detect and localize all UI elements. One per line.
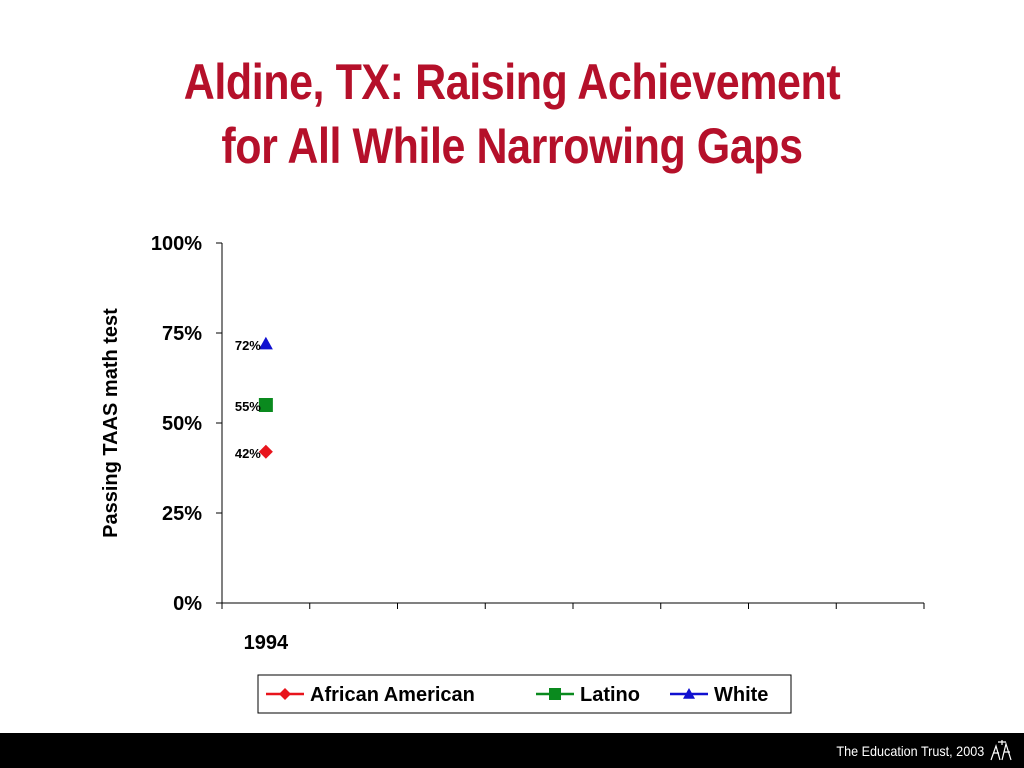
- data-point: [258, 444, 273, 459]
- education-trust-logo-icon: [990, 740, 1012, 761]
- footer-bar: The Education Trust, 2003: [0, 733, 1024, 768]
- legend-marker: [279, 688, 291, 700]
- data-label: 55%: [235, 399, 261, 414]
- legend-marker: [683, 688, 695, 699]
- title-line-1: Aldine, TX: Raising Achievement: [183, 54, 841, 110]
- y-tick-label: 0%: [173, 593, 202, 615]
- data-label: 72%: [235, 338, 261, 353]
- legend-label: African American: [310, 684, 475, 706]
- x-tick-label: 1994: [244, 632, 289, 654]
- y-tick-label: 75%: [162, 323, 202, 345]
- y-tick-label: 25%: [162, 503, 202, 525]
- title-line-2: for All While Narrowing Gaps: [221, 118, 803, 174]
- legend-label: Latino: [580, 684, 640, 706]
- y-tick-label: 100%: [151, 233, 202, 255]
- slide-title: Aldine, TX: Raising Achievement for All …: [72, 50, 953, 178]
- data-point: [258, 398, 273, 412]
- data-label: 42%: [235, 446, 261, 461]
- data-point: [258, 336, 273, 350]
- legend-label: White: [714, 684, 768, 706]
- y-tick-label: 50%: [162, 413, 202, 435]
- line-chart: 0% 25% 50% 75% 100% 1994 Passing TAAS math tes…: [100, 233, 925, 714]
- footer-credit: The Education Trust, 2003: [836, 743, 984, 759]
- legend-marker: [549, 688, 561, 700]
- y-axis-title: Passing TAAS math test: [100, 308, 122, 538]
